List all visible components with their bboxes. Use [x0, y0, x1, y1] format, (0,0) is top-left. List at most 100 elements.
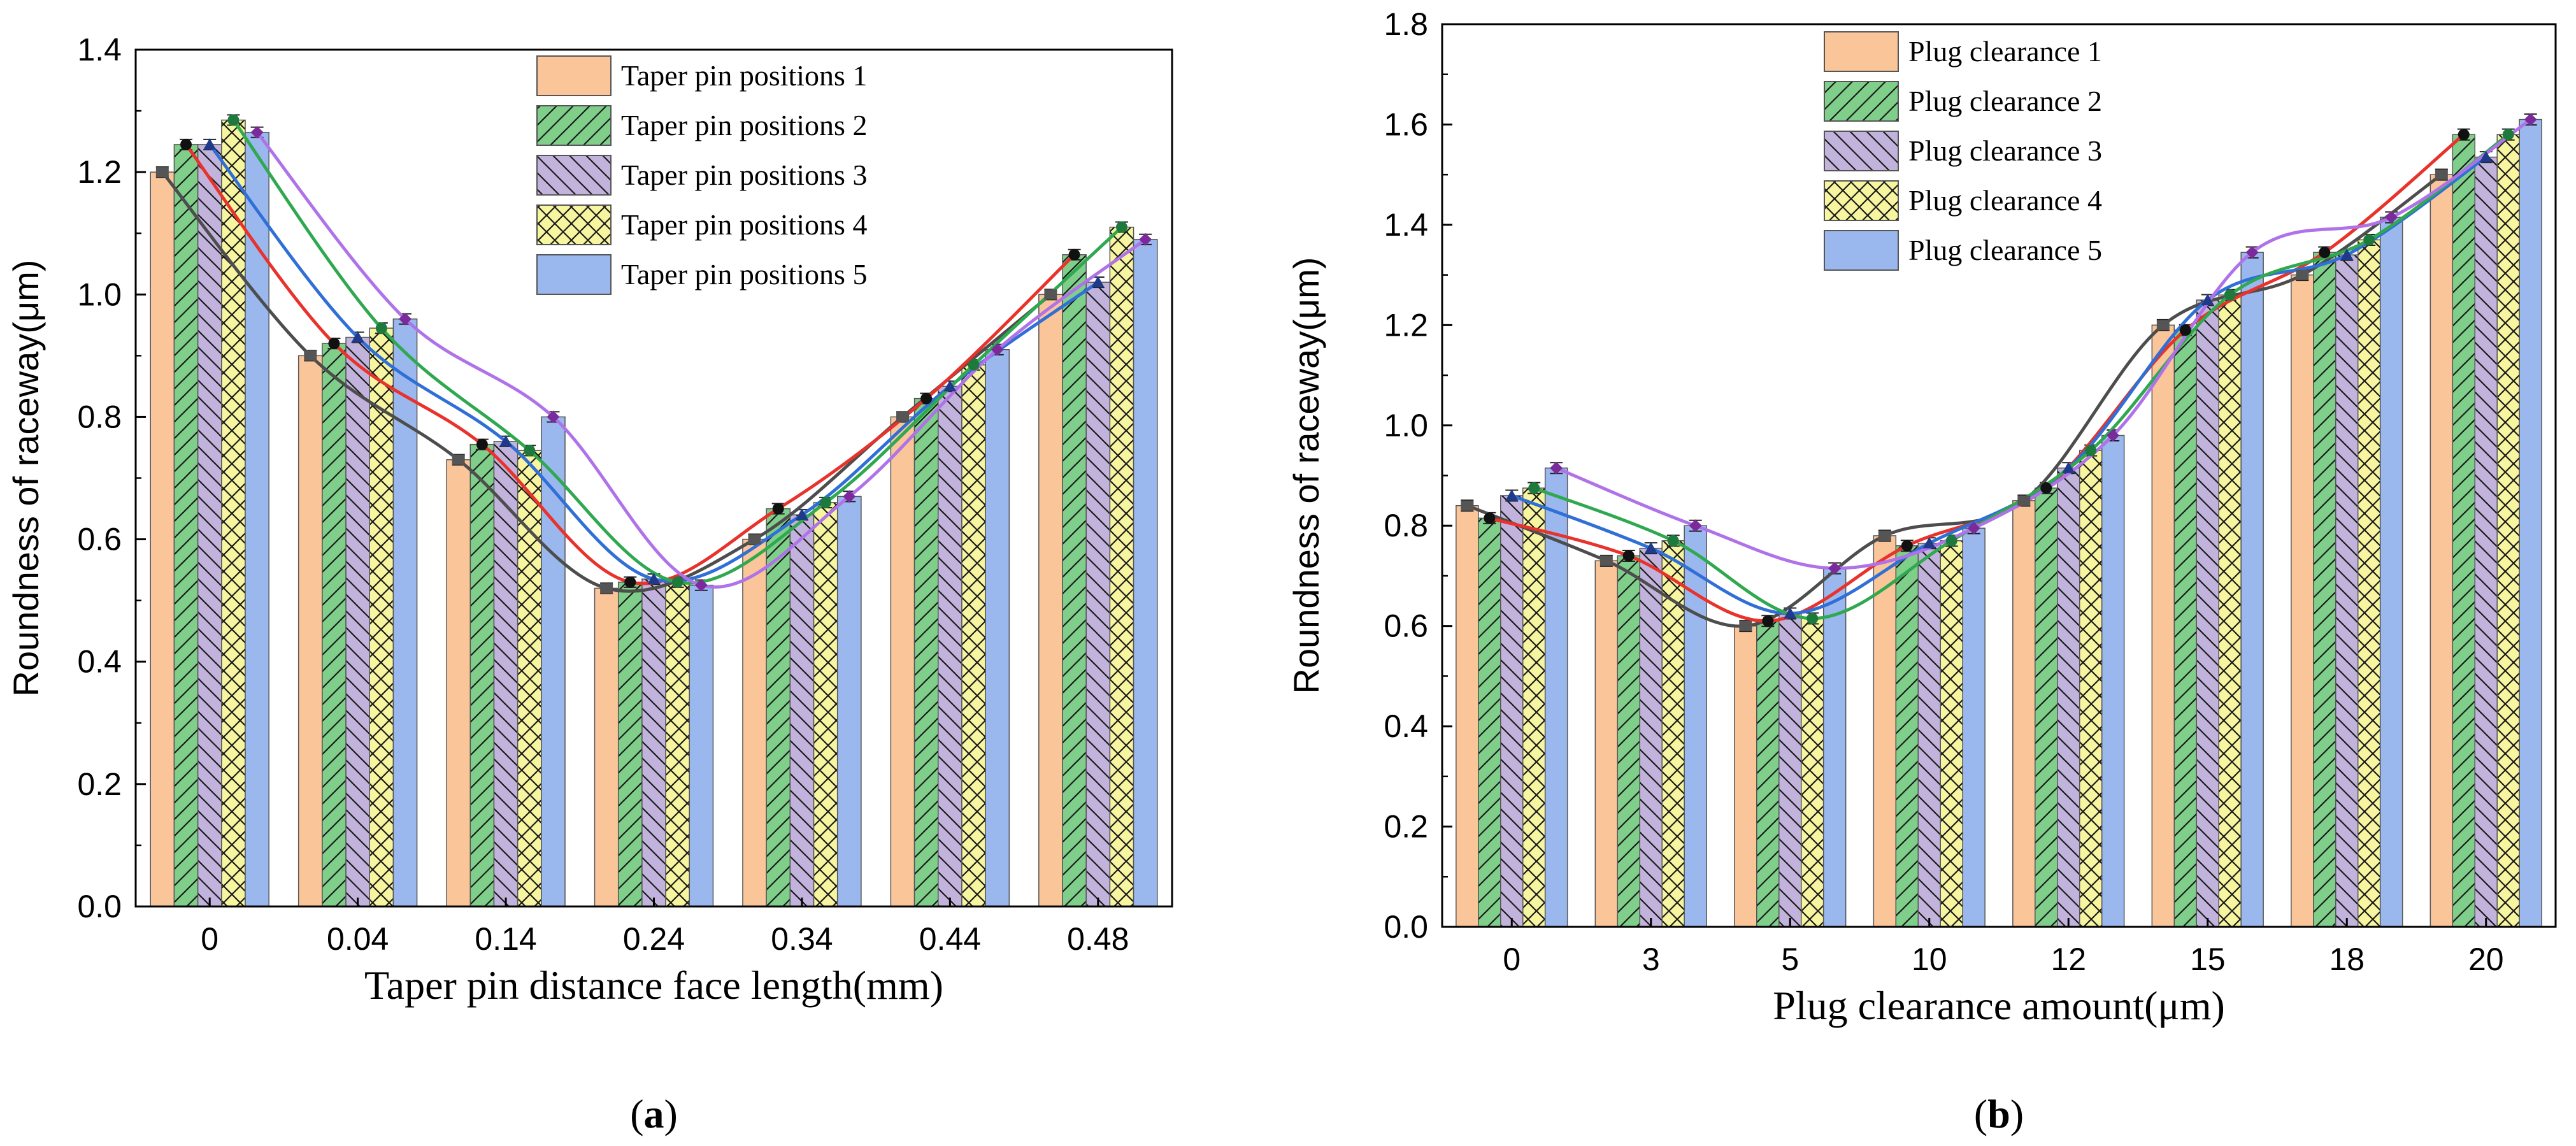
point-marker-4-18 [2363, 234, 2375, 246]
point-marker-5-20 [2524, 113, 2537, 126]
point-marker-2-0 [180, 138, 192, 150]
x-axis-title: Taper pin distance face length(mm) [364, 963, 943, 1008]
point-marker-5-18 [2385, 211, 2398, 224]
point-marker-4-20 [2502, 129, 2514, 141]
y-tick-label: 0.0 [1384, 909, 1428, 945]
point-marker-5-10 [1967, 522, 1980, 535]
bar-4-0 [221, 119, 246, 907]
y-tick-label: 0.0 [77, 889, 122, 924]
y-tick-label: 0.6 [77, 522, 122, 557]
bar-3-0.48 [1085, 282, 1111, 907]
legend-label-2: Taper pin positions 2 [621, 109, 867, 141]
point-marker-3-3 [1644, 541, 1657, 554]
bar-1-20 [2429, 174, 2454, 928]
point-marker-1-15 [2156, 320, 2170, 331]
point-marker-4-0.14 [524, 445, 536, 457]
y-tick-label: 0.8 [1384, 508, 1428, 543]
y-tick-label: 0.2 [1384, 809, 1428, 845]
point-marker-5-15 [2245, 246, 2259, 259]
point-marker-3-12 [2062, 461, 2075, 473]
bar-5-5 [1822, 568, 1847, 928]
x-tick-label: 0.48 [1067, 921, 1129, 957]
point-marker-5-12 [2107, 429, 2120, 442]
legend-label-3: Taper pin positions 3 [621, 159, 867, 191]
point-marker-2-0.44 [920, 392, 933, 405]
legend-swatch-2 [536, 105, 612, 146]
y-tick-label: 1.0 [1384, 408, 1428, 443]
y-tick-label: 0.6 [1384, 608, 1428, 644]
bar-1-15 [2151, 324, 2175, 928]
bar-2-0.24 [617, 582, 643, 907]
bar-4-18 [2357, 239, 2381, 928]
point-marker-1-0.44 [896, 412, 909, 422]
point-marker-1-5 [1739, 620, 1752, 631]
y-tick-label: 0.8 [77, 399, 122, 434]
legend-label-4: Plug clearance 4 [1908, 184, 2102, 217]
point-marker-3-15 [2201, 293, 2214, 305]
legend-label-3: Plug clearance 3 [1908, 134, 2102, 167]
x-tick-label: 0 [1503, 942, 1521, 977]
bar-2-12 [2035, 487, 2058, 928]
point-marker-2-0 [1484, 512, 1496, 524]
point-marker-5-0.14 [547, 410, 560, 424]
bar-4-0.04 [369, 327, 394, 907]
bar-1-18 [2291, 274, 2314, 928]
bar-2-0.14 [469, 443, 495, 907]
point-marker-3-10 [1922, 536, 1936, 548]
point-marker-5-0 [1550, 461, 1563, 475]
bar-2-10 [1895, 545, 1919, 928]
point-marker-5-0.44 [991, 343, 1004, 356]
bar-3-0.34 [789, 514, 815, 907]
y-tick-label: 1.6 [1384, 106, 1428, 142]
legend-label-5: Plug clearance 5 [1908, 234, 2102, 266]
bar-3-15 [2196, 299, 2219, 928]
point-marker-3-20 [2479, 150, 2493, 162]
bar-4-5 [1800, 618, 1824, 928]
bar-1-0.48 [1038, 294, 1063, 907]
panel-label: (b) [1974, 1091, 2024, 1136]
point-marker-4-12 [2085, 445, 2097, 457]
legend-label-1: Taper pin positions 1 [621, 59, 867, 92]
point-marker-4-0.48 [1115, 221, 1127, 233]
point-marker-4-0 [227, 114, 240, 126]
bar-3-5 [1778, 613, 1802, 928]
chart-panel-a: 0.0 0.2 0.4 0.6 0.8 1.0 1.2 1.4 0 0.04 0.14 0.24 0.3… [6, 32, 1173, 1136]
point-marker-3-0.04 [351, 331, 364, 343]
point-marker-3-18 [2340, 248, 2354, 261]
bar-2-0.34 [766, 508, 791, 907]
point-marker-4-15 [2224, 289, 2236, 301]
x-tick-label: 0.34 [771, 921, 833, 957]
bar-4-3 [1661, 540, 1685, 928]
point-marker-3-0.34 [795, 508, 808, 520]
point-marker-5-0.24 [694, 578, 708, 592]
point-marker-2-0.04 [328, 338, 340, 350]
legend-swatch-4 [536, 204, 612, 245]
bar-5-10 [1962, 527, 1986, 928]
y-tick-label: 0.2 [77, 766, 122, 802]
point-marker-2-10 [1901, 540, 1913, 552]
legend-swatch-4 [1824, 180, 1899, 221]
point-marker-1-0.14 [452, 454, 465, 465]
bar-4-20 [2496, 134, 2520, 928]
bar-5-20 [2519, 118, 2542, 928]
bar-2-15 [2173, 329, 2198, 928]
point-marker-5-0 [250, 125, 264, 139]
x-tick-label: 0.24 [623, 921, 685, 957]
bar-4-0 [1522, 487, 1546, 928]
legend-label-5: Taper pin positions 5 [621, 258, 867, 290]
y-tick-label: 1.8 [1384, 6, 1428, 42]
y-tick-label: 1.2 [77, 154, 122, 190]
bar-2-0.04 [322, 343, 347, 907]
point-marker-1-18 [2296, 269, 2309, 280]
point-marker-4-0.04 [375, 322, 387, 334]
bar-1-5 [1734, 625, 1757, 928]
point-marker-3-0 [203, 138, 217, 150]
point-marker-2-0.14 [476, 438, 488, 450]
y-tick-label: 1.4 [1384, 207, 1428, 243]
bar-5-0.04 [392, 318, 418, 907]
bar-5-18 [2379, 217, 2403, 928]
point-marker-1-0 [155, 167, 169, 178]
bar-1-3 [1594, 560, 1619, 928]
point-marker-3-0.48 [1091, 276, 1105, 288]
chart-a-svg: 0.0 0.2 0.4 0.6 0.8 1.0 1.2 1.4 0 0.04 0.14 0.24 0.3… [6, 32, 1173, 1136]
